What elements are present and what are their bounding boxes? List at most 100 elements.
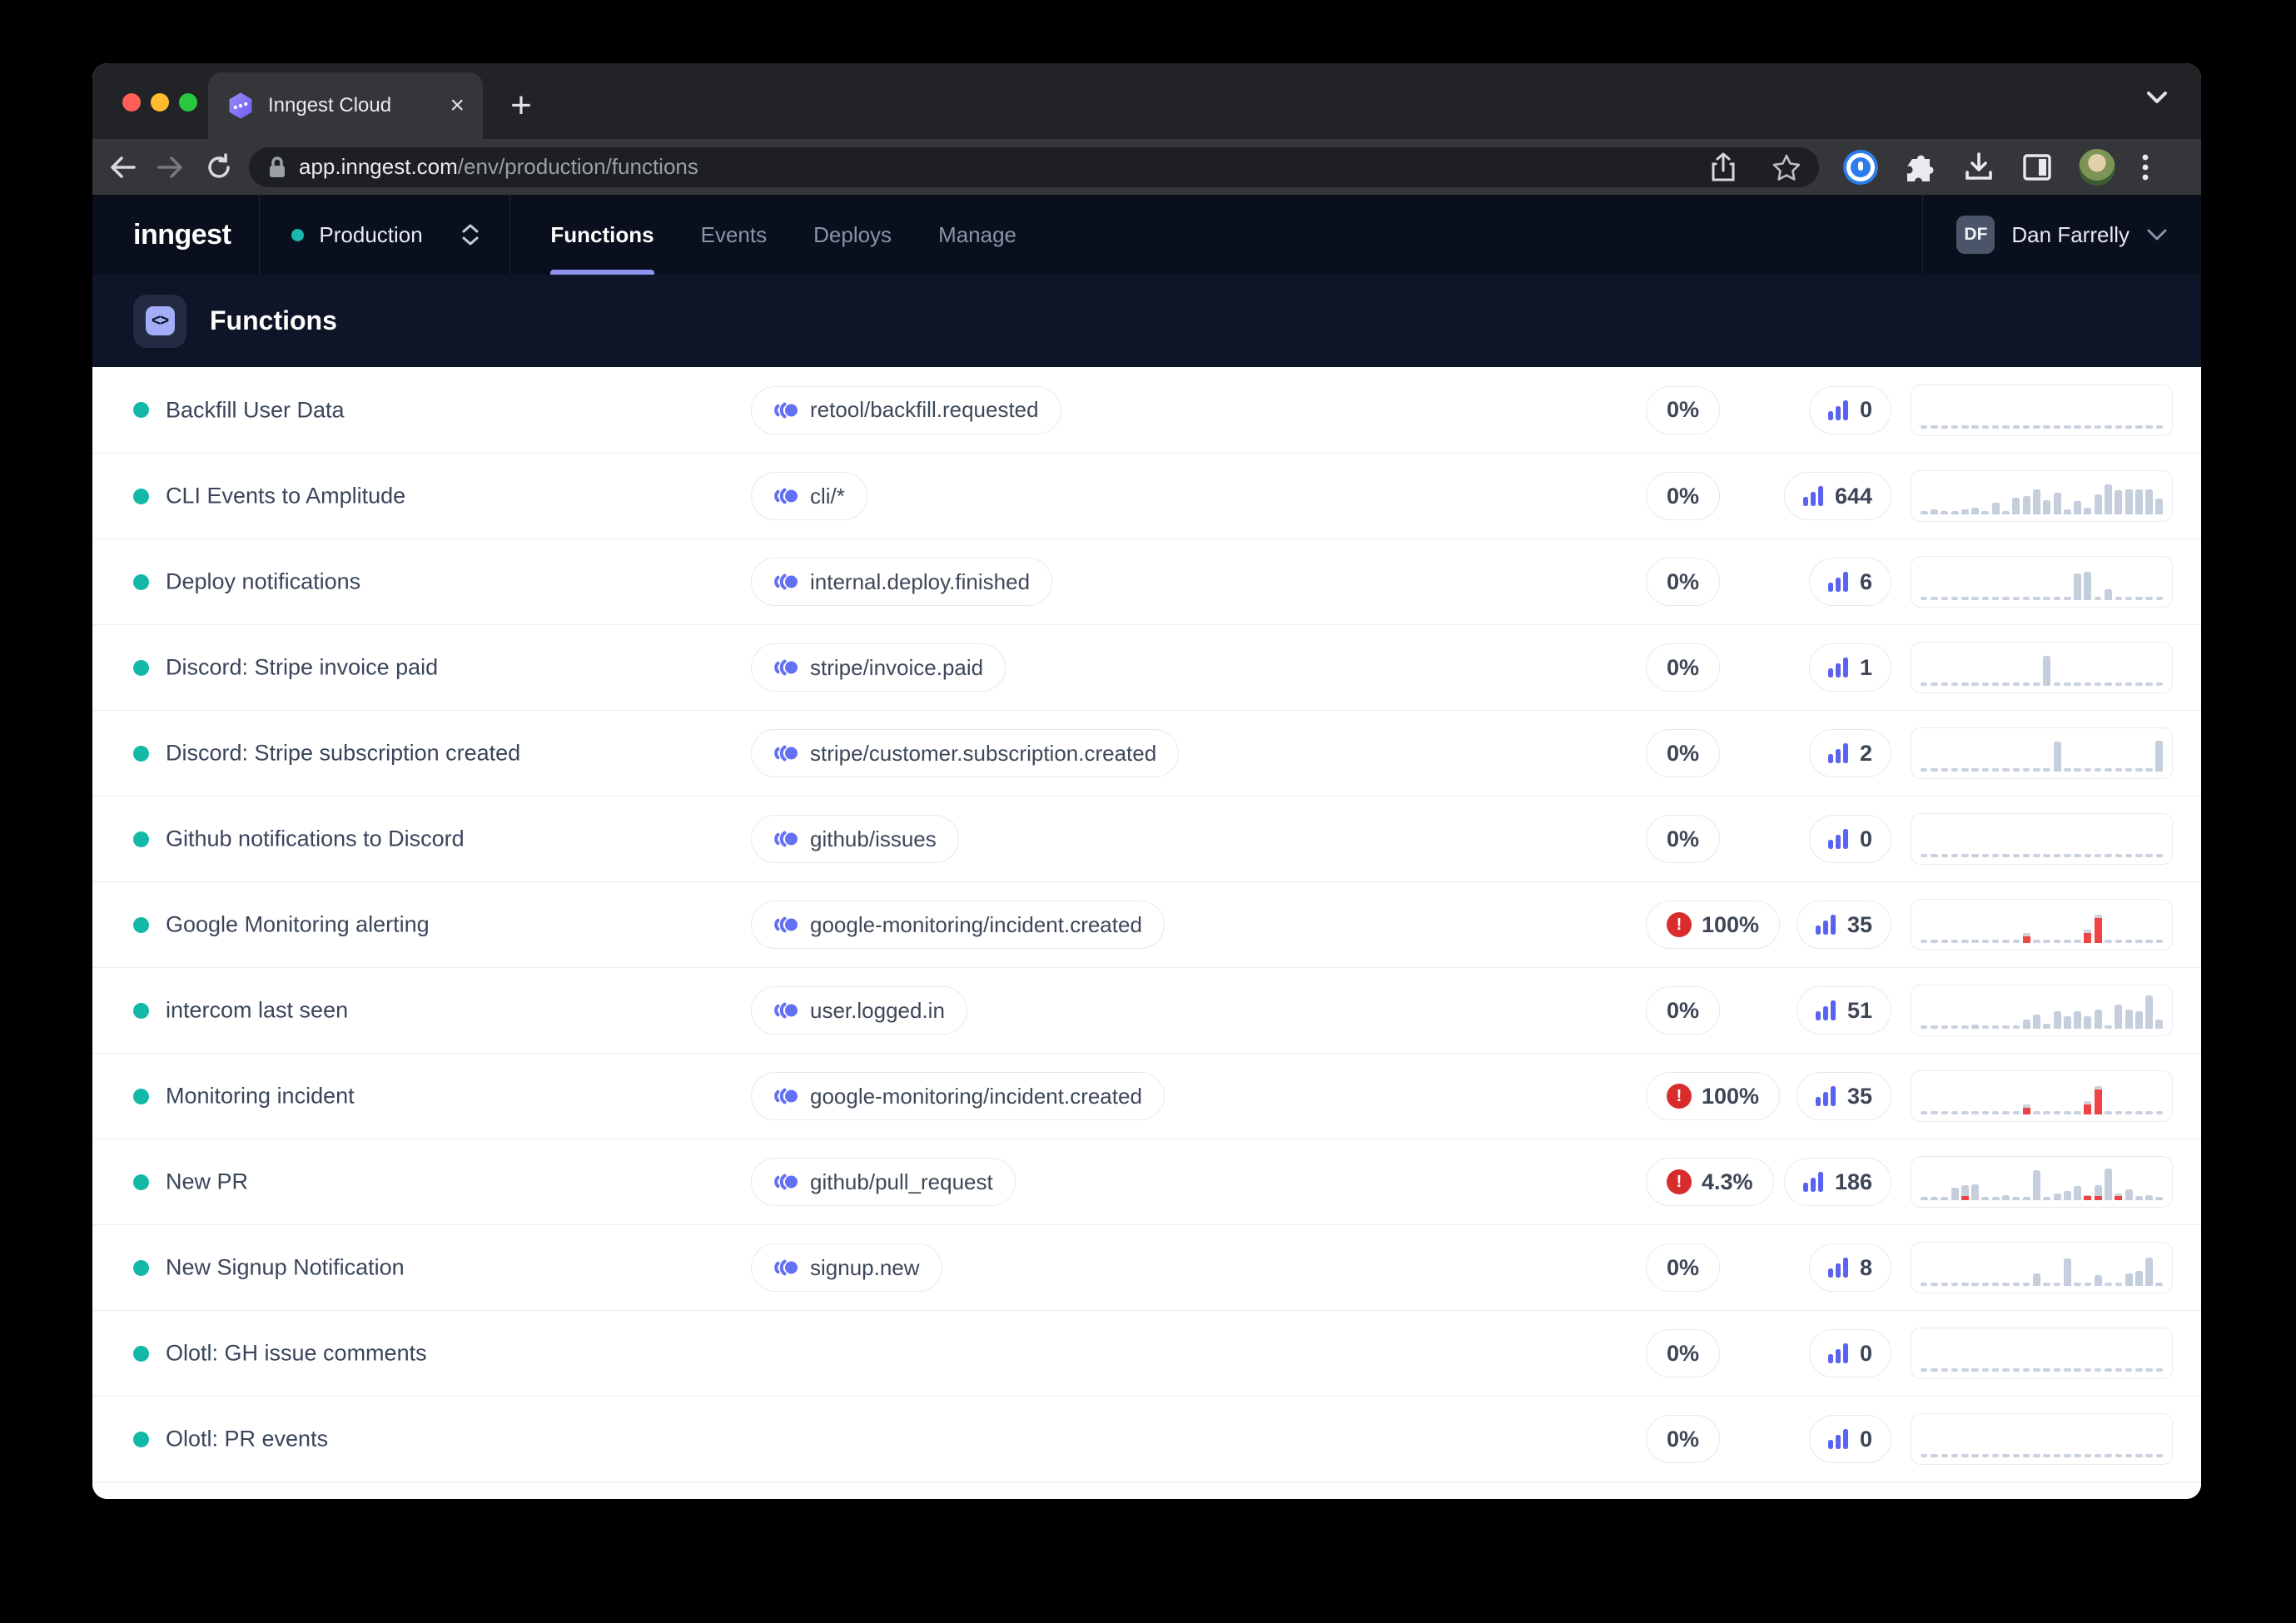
function-row[interactable]: New PR github/pull_request! 4.3% 186 (92, 1139, 2201, 1224)
run-count-pill[interactable]: 644 (1783, 472, 1891, 520)
nav-tab-deploys[interactable]: Deploys (813, 221, 892, 247)
address-bar[interactable]: app.inngest.com/env/production/functions (249, 146, 1819, 187)
run-count-pill[interactable]: 6 (1808, 558, 1891, 606)
activity-sparkline[interactable] (1911, 1156, 2173, 1208)
run-count-pill[interactable]: 0 (1808, 385, 1891, 434)
run-count-pill[interactable]: 8 (1808, 1243, 1891, 1292)
bar-chart-icon (1827, 743, 1848, 763)
run-count-pill[interactable]: 0 (1808, 815, 1891, 863)
browser-menu-kebab-icon[interactable] (2140, 151, 2150, 184)
user-menu[interactable]: DF Dan Farrelly (1956, 216, 2168, 254)
event-trigger-badge[interactable]: stripe/customer.subscription.created (751, 729, 1180, 777)
function-row[interactable]: CLI Events to Amplitude cli/* 0% 644 (92, 453, 2201, 539)
function-row[interactable]: Olotl: GH issue comments 0% 0 (92, 1310, 2201, 1396)
event-trigger-badge[interactable]: stripe/invoice.paid (751, 643, 1006, 692)
failure-rate-pill[interactable]: 0% (1646, 986, 1721, 1035)
failure-rate-pill[interactable]: 0% (1646, 472, 1721, 520)
function-row[interactable]: Google Monitoring alerting google-monitor… (92, 881, 2201, 967)
function-row[interactable]: Olotl: PR events 0% 0 (92, 1396, 2201, 1482)
run-count-pill[interactable]: 35 (1796, 901, 1891, 949)
failure-rate-pill[interactable]: 0% (1646, 1415, 1721, 1463)
activity-sparkline[interactable] (1911, 384, 2173, 436)
run-count-value: 51 (1846, 997, 1872, 1023)
sparkline-bar (2134, 1271, 2143, 1286)
function-row[interactable]: Deploy notifications internal.deploy.fini… (92, 539, 2201, 624)
profile-avatar[interactable] (2079, 148, 2115, 186)
bar-chart-icon (1827, 1429, 1848, 1449)
nav-tab-functions[interactable]: Functions (550, 195, 654, 275)
activity-sparkline[interactable] (1911, 1328, 2173, 1379)
activity-sparkline[interactable] (1911, 1242, 2173, 1293)
event-trigger-badge[interactable]: github/pull_request (751, 1158, 1016, 1206)
activity-sparkline[interactable] (1911, 1070, 2173, 1122)
extensions-puzzle-icon[interactable] (1904, 151, 1937, 184)
sparkline-baseline-dash (2125, 597, 2133, 600)
activity-sparkline[interactable] (1911, 556, 2173, 608)
downloads-icon[interactable] (1962, 151, 1995, 184)
function-row[interactable]: Monitoring incident google-monitoring/inc… (92, 1053, 2201, 1139)
function-row[interactable]: Discord: Stripe subscription created stri… (92, 710, 2201, 796)
new-tab-button[interactable]: + (510, 85, 532, 126)
browser-tab[interactable]: Inngest Cloud × (208, 72, 483, 139)
function-row[interactable]: intercom last seen user.logged.in 0% 51 (92, 967, 2201, 1053)
function-row[interactable]: New Signup Notification signup.new 0% 8 (92, 1224, 2201, 1310)
function-row[interactable]: Discord: Stripe invoice paid stripe/invoi… (92, 624, 2201, 710)
activity-sparkline[interactable] (1911, 985, 2173, 1036)
event-trigger-badge[interactable]: internal.deploy.finished (751, 558, 1053, 606)
window-minimize-button[interactable] (151, 93, 169, 112)
sparkline-baseline-dash (2135, 682, 2143, 686)
function-row[interactable]: Backfill User Data retool/backfill.reques… (92, 367, 2201, 453)
event-trigger-badge[interactable]: retool/backfill.requested (751, 385, 1061, 434)
event-trigger-badge[interactable]: github/issues (751, 815, 959, 863)
environment-selector[interactable]: Production (291, 222, 509, 248)
run-count-pill[interactable]: 35 (1796, 1072, 1891, 1120)
sparkline-baseline-dash (2094, 424, 2102, 429)
event-trigger-badge[interactable]: cli/* (751, 472, 867, 520)
failure-rate-pill[interactable]: 0% (1646, 815, 1721, 863)
tab-search-chevron-icon[interactable] (2143, 88, 2171, 107)
nav-tab-events[interactable]: Events (700, 221, 768, 247)
tab-close-icon[interactable]: × (450, 92, 465, 119)
onepassword-extension-icon[interactable] (1842, 149, 1879, 186)
run-count-pill[interactable]: 2 (1808, 729, 1891, 777)
bookmark-star-icon[interactable] (1772, 154, 1801, 181)
activity-sparkline[interactable] (1911, 470, 2173, 522)
failure-rate-pill[interactable]: 0% (1646, 1329, 1721, 1377)
forward-button[interactable] (152, 149, 189, 186)
failure-rate-pill[interactable]: ! 100% (1646, 901, 1781, 949)
event-trigger-badge[interactable]: google-monitoring/incident.created (751, 901, 1165, 949)
event-trigger-badge[interactable]: user.logged.in (751, 986, 967, 1035)
run-count-pill[interactable]: 51 (1796, 986, 1891, 1035)
partial-next-row (92, 1482, 2201, 1499)
failure-rate-pill[interactable]: 0% (1646, 558, 1721, 606)
back-button[interactable] (104, 149, 141, 186)
run-count-pill[interactable]: 0 (1808, 1415, 1891, 1463)
sidebar-panel-icon[interactable] (2020, 151, 2054, 184)
failure-rate-pill[interactable]: 0% (1646, 643, 1721, 692)
activity-sparkline[interactable] (1911, 642, 2173, 693)
failure-rate-pill[interactable]: ! 100% (1646, 1072, 1781, 1120)
failure-rate-pill[interactable]: ! 4.3% (1646, 1158, 1774, 1206)
run-count-pill[interactable]: 0 (1808, 1329, 1891, 1377)
sparkline-bar (2012, 1197, 2020, 1200)
failure-rate-pill[interactable]: 0% (1646, 729, 1721, 777)
activity-sparkline[interactable] (1911, 1413, 2173, 1465)
window-close-button[interactable] (122, 93, 141, 112)
run-count-pill[interactable]: 1 (1808, 643, 1891, 692)
window-zoom-button[interactable] (179, 93, 197, 112)
event-trigger-badge[interactable]: google-monitoring/incident.created (751, 1072, 1165, 1120)
failure-rate-pill[interactable]: 0% (1646, 1243, 1721, 1292)
sparkline-bar (2022, 1020, 2030, 1029)
failure-rate-value: 0% (1667, 1340, 1700, 1366)
run-count-pill[interactable]: 186 (1783, 1158, 1891, 1206)
failure-rate-pill[interactable]: 0% (1646, 385, 1721, 434)
activity-sparkline[interactable] (1911, 813, 2173, 865)
reload-button[interactable] (201, 149, 237, 186)
activity-sparkline[interactable] (1911, 899, 2173, 950)
share-icon[interactable] (1711, 152, 1736, 182)
event-trigger-badge[interactable]: signup.new (751, 1243, 942, 1292)
sparkline-bar (2032, 1015, 2040, 1029)
function-row[interactable]: Github notifications to Discord github/is… (92, 796, 2201, 881)
activity-sparkline[interactable] (1911, 727, 2173, 779)
nav-tab-manage[interactable]: Manage (938, 221, 1017, 247)
